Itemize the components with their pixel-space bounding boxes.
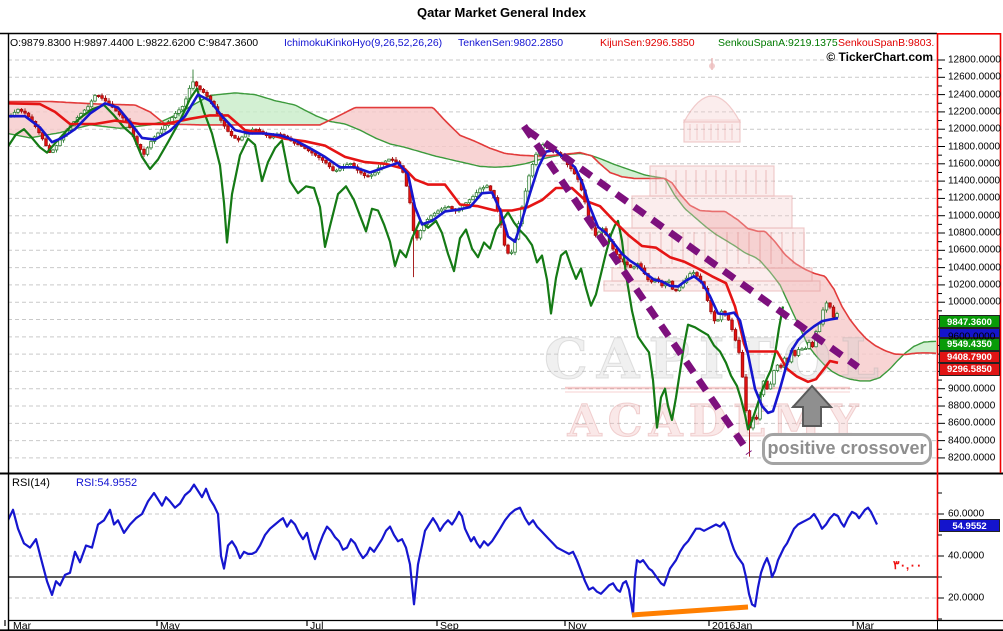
time-axis-label: Sep bbox=[440, 620, 459, 631]
price-axis-label: 8200.0000 bbox=[948, 452, 996, 464]
legend-senkouspan-a: SenkouSpanA:9219.1375 bbox=[718, 37, 838, 49]
legend-senkouspan-b: SenkouSpanB:9803.8850 bbox=[838, 37, 935, 49]
time-axis-label: May bbox=[160, 620, 180, 631]
price-axis-label: 12800.0000 bbox=[948, 54, 1001, 66]
chikou-span-line bbox=[8, 87, 785, 431]
rsi-axis-label: 20.0000 bbox=[948, 592, 985, 604]
price-axis-label: 8600.0000 bbox=[948, 417, 996, 429]
price-axis-label: 12200.0000 bbox=[948, 106, 1001, 118]
price-axis-label: 10600.0000 bbox=[948, 244, 1001, 256]
price-badge: 9296.5850 bbox=[939, 363, 1000, 376]
rsi-panel bbox=[8, 483, 937, 616]
time-axis-label: Mar bbox=[13, 620, 32, 631]
price-axis-label: 11800.0000 bbox=[948, 141, 1001, 152]
positive-crossover-callout: positive crossover bbox=[762, 433, 932, 465]
trendline-wedge[interactable] bbox=[521, 124, 752, 455]
rsi-level-annotation: ٣٠,٠٠ bbox=[893, 558, 923, 572]
tickerchart-logo[interactable]: © TickerChart.com bbox=[826, 50, 933, 64]
price-axis-label: 9600.0000 bbox=[948, 331, 996, 343]
tenkan-sen-line bbox=[8, 93, 839, 415]
price-badge: 9847.3600 bbox=[939, 314, 1000, 328]
price-badge: 9549.4350 bbox=[939, 338, 1000, 351]
ichimoku-cloud-bearish bbox=[664, 178, 905, 381]
price-axis-label: 9000.0000 bbox=[948, 383, 996, 395]
price-axis-label: 10800.0000 bbox=[948, 227, 1001, 239]
price-axis-label: 12600.0000 bbox=[948, 71, 1001, 83]
senkou-span-a-line bbox=[8, 92, 937, 382]
ichimoku-cloud-bullish bbox=[904, 341, 937, 355]
rsi-indicator-label: RSI(14) bbox=[12, 477, 50, 489]
time-axis-label: Nov bbox=[568, 620, 587, 631]
price-axis-label: 8800.0000 bbox=[948, 400, 996, 412]
price-axis-label: 11200.0000 bbox=[948, 192, 1001, 204]
price-axis-label: 8400.0000 bbox=[948, 435, 996, 447]
indicator-legend: O:9879.8300 H:9897.4400 L:9822.6200 C:98… bbox=[0, 37, 935, 51]
legend-ichimoku: IchimokuKinkoHyo(9,26,52,26,26) bbox=[284, 37, 443, 49]
price-axis-label: 12000.0000 bbox=[948, 123, 1001, 135]
time-axis-label: Mar bbox=[856, 620, 875, 631]
rsi-support-trendline[interactable] bbox=[631, 604, 749, 618]
rsi-line bbox=[8, 483, 878, 616]
trendline-wedge[interactable] bbox=[524, 127, 861, 370]
price-axis-label: 10400.0000 bbox=[948, 262, 1001, 274]
legend-tenkensen: TenkenSen:9802.2850 bbox=[458, 37, 564, 49]
crossover-arrow-icon bbox=[790, 384, 834, 427]
price-axis-label: 12400.0000 bbox=[948, 89, 1001, 101]
page-title: Qatar Market General Index bbox=[416, 5, 587, 20]
price-axis-label: 11400.0000 bbox=[948, 175, 1001, 187]
rsi-axis-label: 60.0000 bbox=[948, 508, 985, 520]
price-axis-label: 10200.0000 bbox=[948, 279, 1001, 291]
price-axis-label: 11600.0000 bbox=[948, 158, 1001, 170]
price-badge bbox=[939, 327, 1000, 338]
time-axis-label: 2016Jan bbox=[712, 620, 753, 631]
kijun-sen-line bbox=[8, 102, 839, 384]
rsi-badge: 54.9552 bbox=[939, 518, 1000, 532]
legend-kijunsen: KijunSen:9296.5850 bbox=[600, 37, 695, 49]
rsi-axis-label: 40.0000 bbox=[948, 550, 985, 562]
legend-ohlc: O:9879.8300 H:9897.4400 L:9822.6200 C:98… bbox=[10, 37, 259, 49]
rsi-value-label: RSI:54.9552 bbox=[76, 477, 138, 489]
time-axis-label: Jul bbox=[310, 620, 324, 631]
ichimoku-cloud-bearish bbox=[328, 107, 588, 168]
svg-text:CAPITOL: CAPITOL bbox=[544, 326, 888, 391]
senkou-span-b-line bbox=[8, 100, 937, 356]
price-badge: 9408.7900 bbox=[939, 350, 1000, 363]
price-axis-label: 11000.0000 bbox=[948, 210, 1001, 222]
price-axis-label: 10000.0000 bbox=[948, 296, 1001, 308]
